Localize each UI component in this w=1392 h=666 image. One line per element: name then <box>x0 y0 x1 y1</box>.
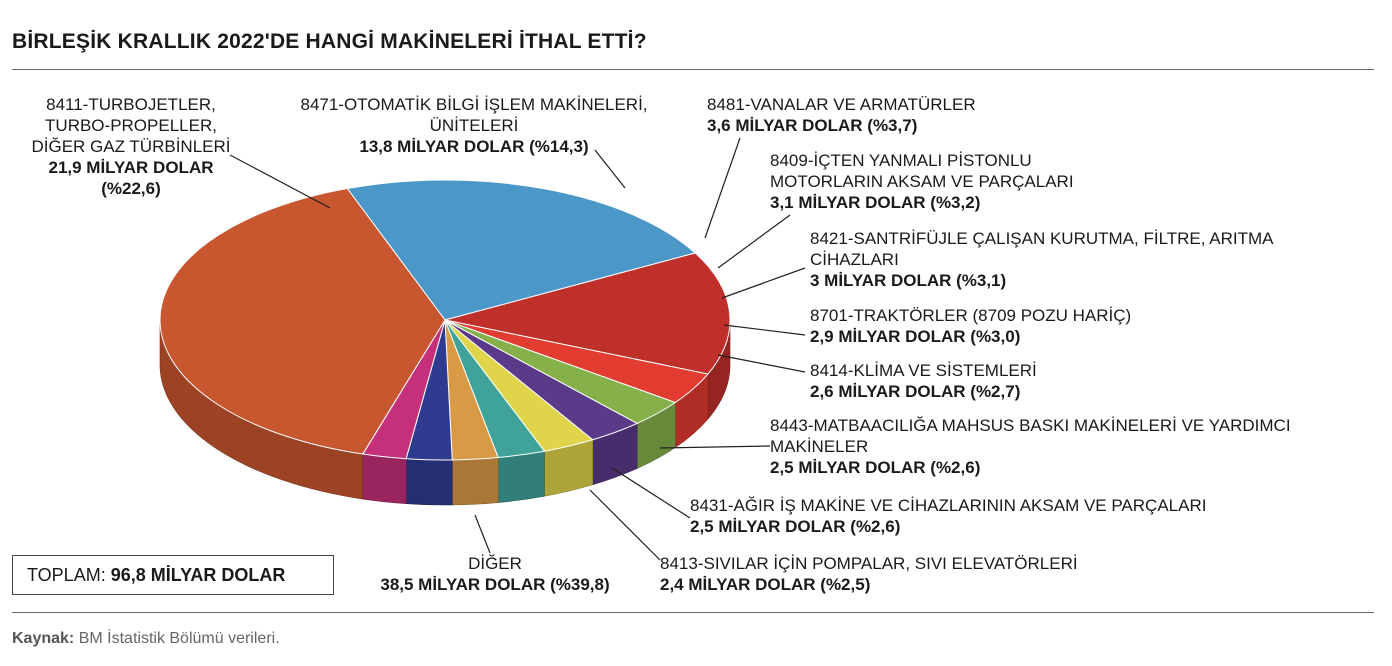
label-8481-name: 8481-VANALAR VE ARMATÜRLER <box>707 95 976 114</box>
leader-line-8414 <box>717 354 806 373</box>
label-8411-name: 8411-TURBOJETLER, TURBO-PROPELLER, DİĞER… <box>31 95 231 156</box>
chart-title: BİRLEŞİK KRALLIK 2022'DE HANGİ MAKİNELER… <box>12 30 647 53</box>
label-8409-name: 8409-İÇTEN YANMALI PİSTONLU MOTORLARIN A… <box>770 151 1074 191</box>
leader-line-8701 <box>723 324 806 336</box>
leader-line-8481 <box>704 137 741 239</box>
label-8443-value: 2,5 MİLYAR DOLAR (%2,6) <box>770 458 981 477</box>
label-8431-value: 2,5 MİLYAR DOLAR (%2,6) <box>690 517 901 536</box>
label-8701: 8701-TRAKTÖRLER (8709 POZU HARİÇ) 2,9 Mİ… <box>810 305 1131 347</box>
leader-line-8471 <box>594 149 626 189</box>
pie-side-8431 <box>405 458 453 506</box>
source-note: Kaynak: BM İstatistik Bölümü verileri. <box>12 630 280 648</box>
label-8409-value: 3,1 MİLYAR DOLAR (%3,2) <box>770 193 981 212</box>
label-8413-name: 8413-SIVILAR İÇİN POMPALAR, SIVI ELEVATÖ… <box>660 554 1078 573</box>
label-8414-value: 2,6 MİLYAR DOLAR (%2,7) <box>810 382 1021 401</box>
leader-line-other <box>474 514 491 554</box>
label-8414-name: 8414-KLİMA VE SİSTEMLERİ <box>810 361 1037 380</box>
label-8471: 8471-OTOMATİK BİLGİ İŞLEM MAKİNELERİ, ÜN… <box>280 94 668 157</box>
label-8409: 8409-İÇTEN YANMALI PİSTONLU MOTORLARIN A… <box>770 150 1090 213</box>
label-8701-name: 8701-TRAKTÖRLER (8709 POZU HARİÇ) <box>810 306 1132 325</box>
pie-side-8413 <box>362 453 407 505</box>
label-other-value: 38,5 MİLYAR DOLAR (%39,8) <box>380 575 610 594</box>
leader-line-8421 <box>721 267 806 299</box>
label-8413-value: 2,4 MİLYAR DOLAR (%2,5) <box>660 575 871 594</box>
top-divider <box>12 69 1374 70</box>
label-8421-value: 3 MİLYAR DOLAR (%3,1) <box>810 271 1007 290</box>
label-8701-value: 2,9 MİLYAR DOLAR (%3,0) <box>810 327 1021 346</box>
label-other: DİĞER 38,5 MİLYAR DOLAR (%39,8) <box>350 553 640 595</box>
pie-slice-8411 <box>346 179 697 321</box>
label-8443-name: 8443-MATBAACILIĞA MAHSUS BASKI MAKİNELER… <box>770 416 1291 456</box>
pie-slice-8471 <box>444 252 731 375</box>
label-8431-name: 8431-AĞIR İŞ MAKİNE VE CİHAZLARININ AKSA… <box>690 496 1207 515</box>
bottom-divider <box>12 612 1374 613</box>
label-8421-name: 8421-SANTRİFÜJLE ÇALIŞAN KURUTMA, FİLTRE… <box>810 229 1273 269</box>
leader-line-8411 <box>229 154 331 209</box>
label-8481: 8481-VANALAR VE ARMATÜRLER 3,6 MİLYAR DO… <box>707 94 976 136</box>
label-8481-value: 3,6 MİLYAR DOLAR (%3,7) <box>707 116 918 135</box>
label-8471-value: 13,8 MİLYAR DOLAR (%14,3) <box>359 137 589 156</box>
label-8421: 8421-SANTRİFÜJLE ÇALIŞAN KURUTMA, FİLTRE… <box>810 228 1310 291</box>
label-8411: 8411-TURBOJETLER, TURBO-PROPELLER, DİĞER… <box>18 94 244 199</box>
label-8443: 8443-MATBAACILIĞA MAHSUS BASKI MAKİNELER… <box>770 415 1380 478</box>
total-box: TOPLAM: 96,8 MİLYAR DOLAR <box>12 555 334 595</box>
label-8431: 8431-AĞIR İŞ MAKİNE VE CİHAZLARININ AKSA… <box>690 495 1206 537</box>
label-8411-value: 21,9 MİLYAR DOLAR (%22,6) <box>48 158 214 198</box>
leader-line-8431 <box>611 467 691 519</box>
label-8413: 8413-SIVILAR İÇİN POMPALAR, SIVI ELEVATÖ… <box>660 553 1078 595</box>
leader-line-8443 <box>659 445 771 449</box>
label-8471-name: 8471-OTOMATİK BİLGİ İŞLEM MAKİNELERİ, ÜN… <box>300 95 648 135</box>
source-label: Kaynak: <box>12 630 75 647</box>
pie-side-8414 <box>497 450 545 503</box>
pie-side-8443 <box>451 457 499 506</box>
leader-line-8409 <box>717 214 791 269</box>
total-label: TOPLAM: <box>27 564 106 585</box>
total-value: 96,8 MİLYAR DOLAR <box>110 564 286 585</box>
source-text: BM İstatistik Bölümü verileri. <box>78 630 280 647</box>
leader-line-8413 <box>589 489 661 561</box>
label-8414: 8414-KLİMA VE SİSTEMLERİ 2,6 MİLYAR DOLA… <box>810 360 1037 402</box>
label-other-name: DİĞER <box>468 554 522 573</box>
pie-slice-other <box>159 187 446 455</box>
